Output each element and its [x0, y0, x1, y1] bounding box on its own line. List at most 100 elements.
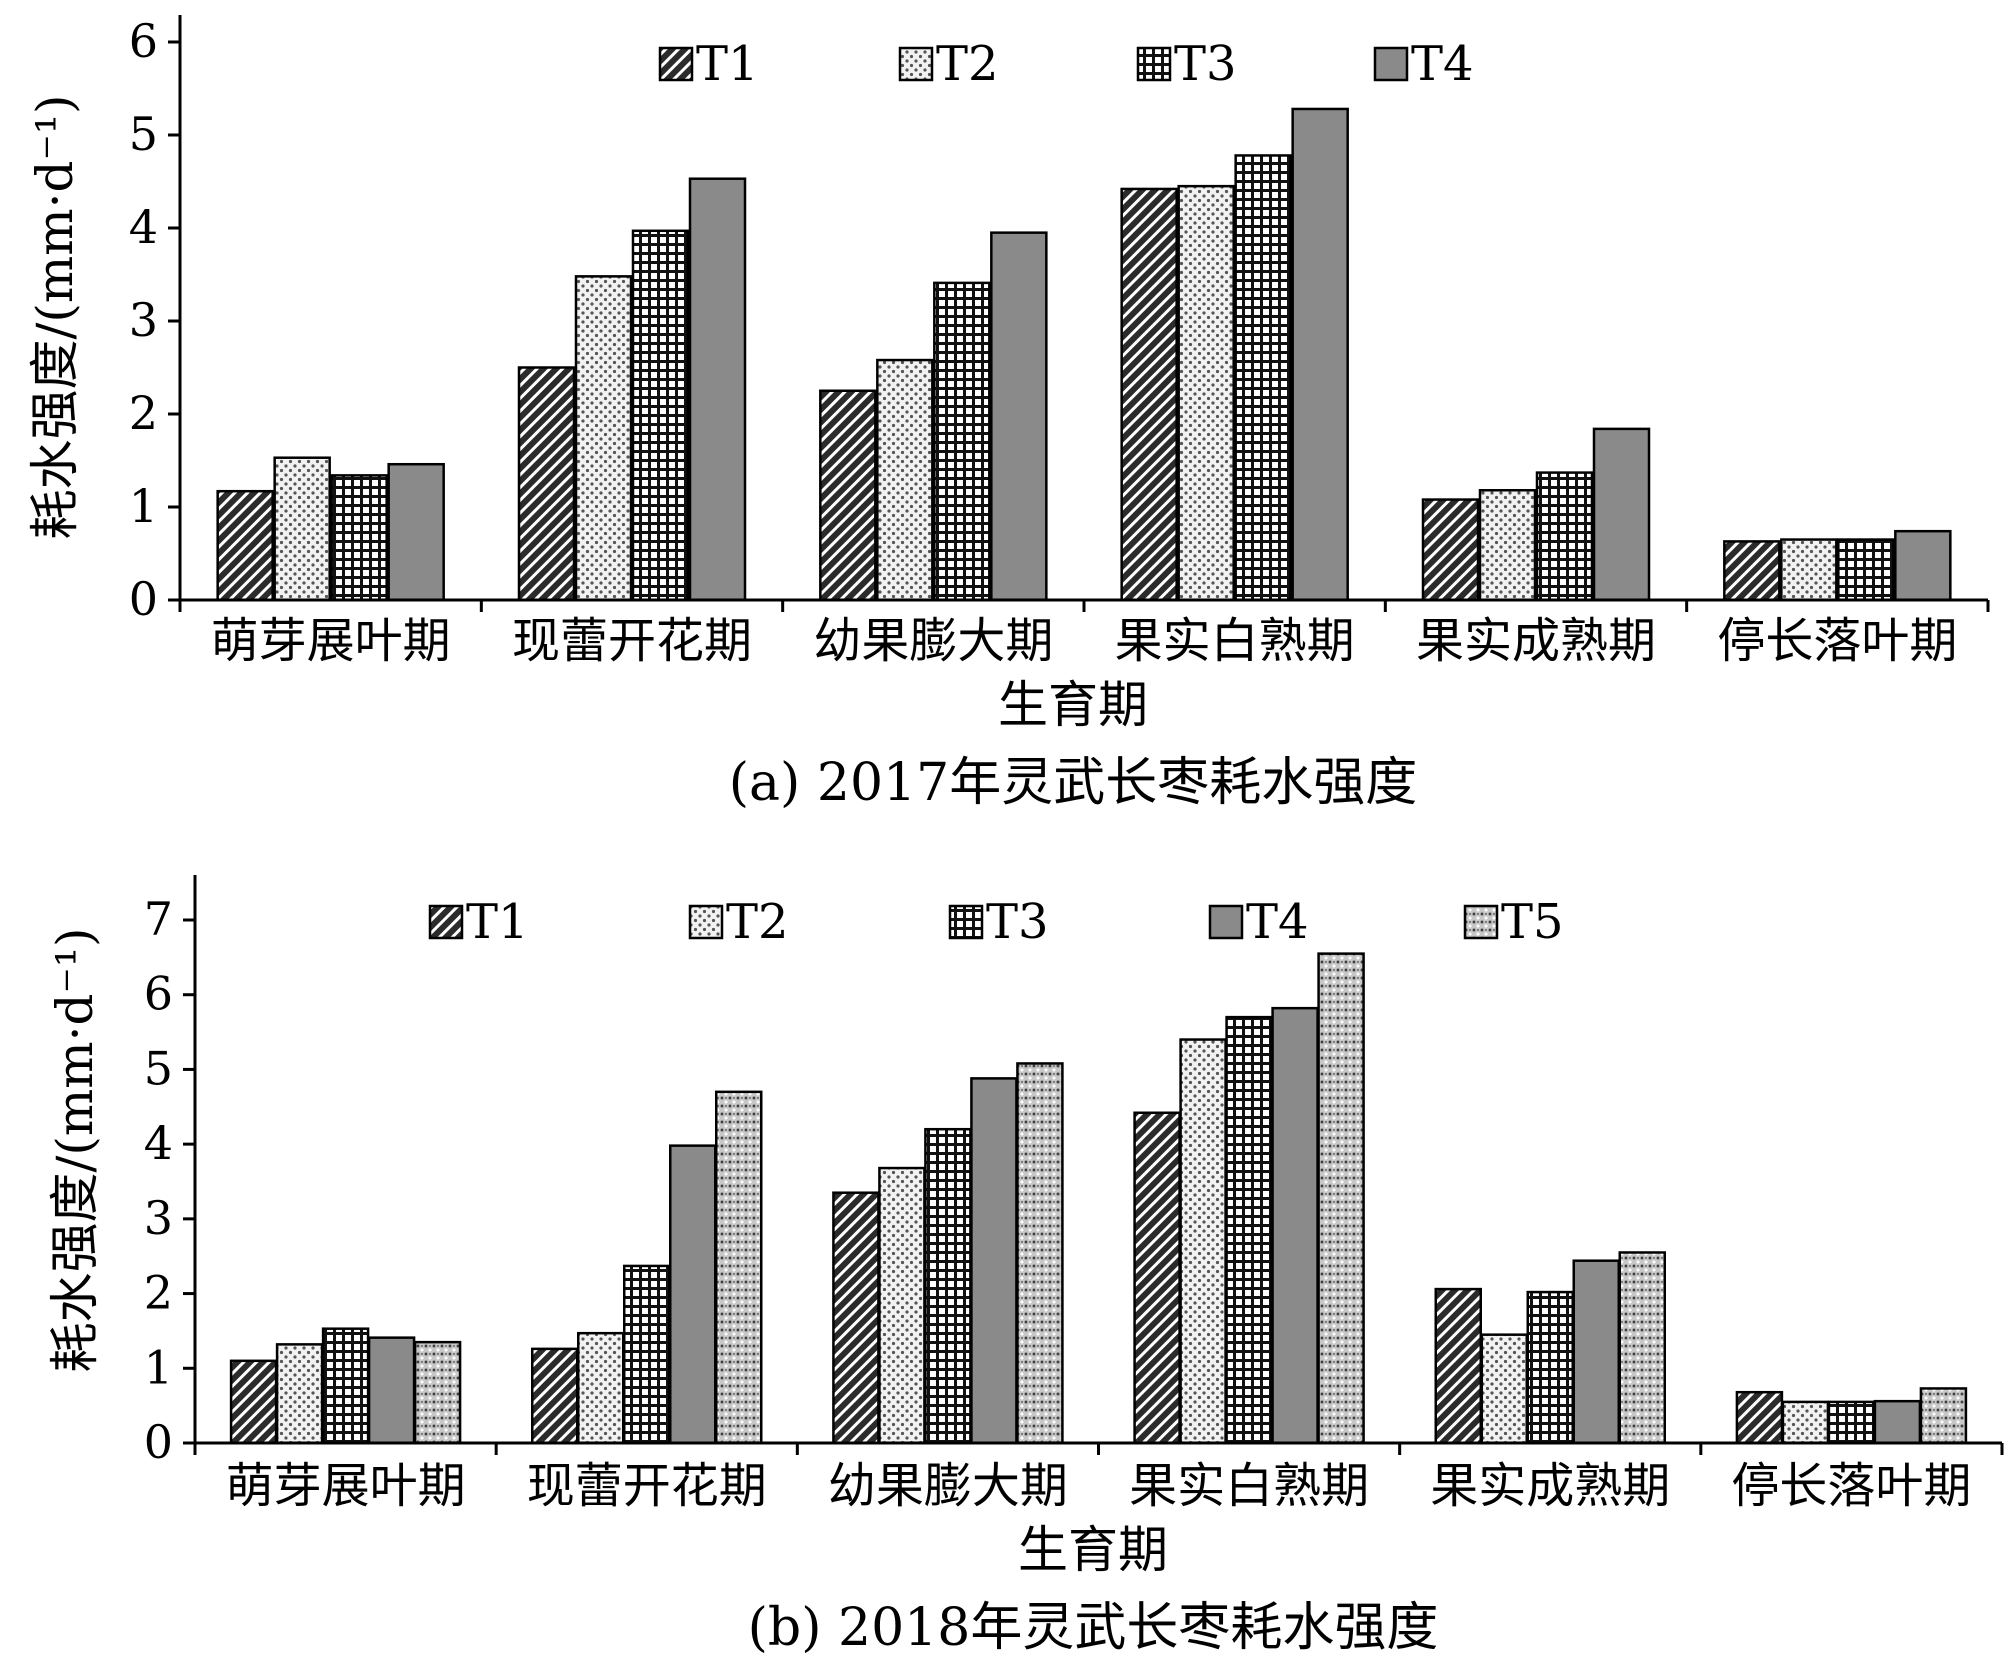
- legend-label-t2: T2: [726, 894, 789, 950]
- bar-t5: [1317, 952, 1365, 1445]
- bar-t5: [1016, 1062, 1064, 1445]
- legend-swatch-t2: [688, 904, 724, 940]
- bar-t3: [1827, 1400, 1876, 1445]
- bar-t3: [1535, 471, 1594, 602]
- chart-2018-x-ticks: 萌芽展叶期 现蕾开花期 幼果膨大期 果实白熟期 果实成熟期 停长落叶期: [193, 1443, 2004, 1514]
- bar-t5: [1618, 1251, 1666, 1445]
- bar-t2: [1177, 184, 1235, 602]
- legend-swatch-t4: [1373, 46, 1409, 82]
- y-tick-label: 4: [129, 200, 158, 254]
- y-tick-label: 5: [144, 1041, 173, 1095]
- y-tick-label: 0: [144, 1415, 173, 1469]
- y-tick-label: 2: [144, 1266, 173, 1320]
- bar-t4: [1894, 529, 1952, 602]
- bar-t1: [1421, 498, 1480, 602]
- bar-t2: [574, 275, 633, 602]
- bar-t4: [688, 177, 747, 602]
- chart-2017-y-ticks: 0 1 2 3 4 5 6: [129, 14, 180, 626]
- bar-t4: [990, 231, 1048, 602]
- chart-2017-legend: T1 T2 T3 T4: [658, 36, 1474, 92]
- chart-2018-xlabel: 生育期: [1018, 1521, 1168, 1579]
- chart-2017-ylabel: 耗水强度/(mm·d⁻¹): [26, 94, 84, 539]
- legend-swatch-t3: [1136, 46, 1172, 82]
- bar-t3: [1526, 1290, 1574, 1445]
- bar-t2: [1781, 1400, 1830, 1445]
- bar-t1: [1120, 187, 1178, 602]
- bar-t4: [1291, 107, 1349, 602]
- bar-t2: [876, 358, 934, 602]
- legend-label-t3: T3: [1174, 36, 1237, 92]
- bar-t4: [669, 1144, 717, 1445]
- bar-t3: [330, 474, 388, 602]
- bar-t1: [1133, 1111, 1181, 1445]
- x-tick-label: 现蕾开花期: [527, 1458, 767, 1514]
- x-tick-label: 幼果膨大期: [828, 1458, 1068, 1514]
- legend-label-t5: T5: [1501, 894, 1564, 950]
- bar-t4: [367, 1336, 416, 1445]
- x-tick-label: 萌芽展叶期: [226, 1458, 466, 1514]
- x-tick-label: 果实白熟期: [1115, 613, 1355, 669]
- x-tick-label: 停长落叶期: [1717, 613, 1957, 669]
- legend-swatch-t2: [898, 46, 934, 82]
- bar-t1: [517, 366, 576, 602]
- x-tick-label: 现蕾开花期: [512, 613, 752, 669]
- legend-label-t1: T1: [466, 894, 529, 950]
- bar-t2: [577, 1331, 625, 1445]
- bar-t4: [387, 462, 445, 602]
- legend-swatch-t4: [1208, 904, 1244, 940]
- bar-t5: [1919, 1387, 1968, 1445]
- bar-t1: [832, 1191, 880, 1445]
- chart-2018-y-ticks: 0 1 2 3 4 5 6 7: [144, 892, 195, 1469]
- chart-2017-xlabel: 生育期: [998, 676, 1148, 734]
- y-tick-label: 5: [129, 107, 158, 161]
- legend-label-t4: T4: [1411, 36, 1474, 92]
- legend-swatch-t5: [1463, 904, 1499, 940]
- chart-2018-title: (b) 2018年灵武长枣耗水强度: [748, 1598, 1439, 1658]
- chart-2017-x-ticks: 萌芽展叶期 现蕾开花期 幼果膨大期 果实白熟期 果实成熟期 停长落叶期: [178, 600, 1990, 669]
- y-tick-label: 0: [129, 572, 158, 626]
- bar-t3: [623, 1264, 671, 1445]
- y-tick-label: 6: [144, 967, 173, 1021]
- bar-t2: [275, 1343, 324, 1445]
- x-tick-label: 停长落叶期: [1731, 1458, 1971, 1514]
- bar-t1: [216, 489, 274, 602]
- bar-t5: [413, 1340, 462, 1445]
- y-tick-label: 1: [144, 1340, 173, 1394]
- chart-2018-legend: T1 T2 T3 T4 T5: [428, 894, 1564, 950]
- bar-t3: [1837, 538, 1895, 602]
- bar-t1: [819, 389, 877, 602]
- bar-t1: [531, 1347, 579, 1445]
- legend-label-t3: T3: [986, 894, 1049, 950]
- x-tick-label: 果实成熟期: [1430, 1458, 1670, 1514]
- bar-t1: [1434, 1287, 1482, 1445]
- legend-label-t2: T2: [936, 36, 999, 92]
- bar-t2: [878, 1166, 926, 1445]
- bar-t3: [631, 229, 690, 602]
- chart-2017-bars: [216, 107, 1952, 602]
- chart-2017-title: (a) 2017年灵武长枣耗水强度: [729, 753, 1417, 813]
- legend-swatch-t1: [658, 46, 694, 82]
- chart-2017: 0 1 2 3 4 5 6 萌芽展叶期 现蕾开花期 幼果膨大期 果实白熟期 果实成熟期 停长落叶期 T…: [26, 14, 1990, 813]
- y-tick-label: 2: [129, 386, 158, 440]
- bar-t3: [924, 1127, 972, 1445]
- bar-t4: [1873, 1399, 1922, 1445]
- bar-t3: [321, 1327, 370, 1445]
- bar-t1: [1723, 540, 1781, 602]
- y-tick-label: 3: [144, 1191, 173, 1245]
- legend-label-t1: T1: [696, 36, 759, 92]
- bar-t2: [273, 456, 331, 602]
- bar-t4: [1572, 1259, 1620, 1445]
- bar-t4: [1592, 427, 1651, 602]
- bar-t1: [229, 1359, 278, 1445]
- x-tick-label: 幼果膨大期: [813, 613, 1053, 669]
- bar-t4: [1271, 1006, 1319, 1445]
- y-tick-label: 6: [129, 14, 158, 68]
- bar-t2: [1179, 1038, 1227, 1445]
- bar-t3: [1225, 1015, 1273, 1445]
- y-tick-label: 7: [144, 892, 173, 946]
- legend-swatch-t3: [948, 904, 984, 940]
- chart-2018-ylabel: 耗水强度/(mm·d⁻¹): [46, 927, 104, 1372]
- x-tick-label: 果实成熟期: [1416, 613, 1656, 669]
